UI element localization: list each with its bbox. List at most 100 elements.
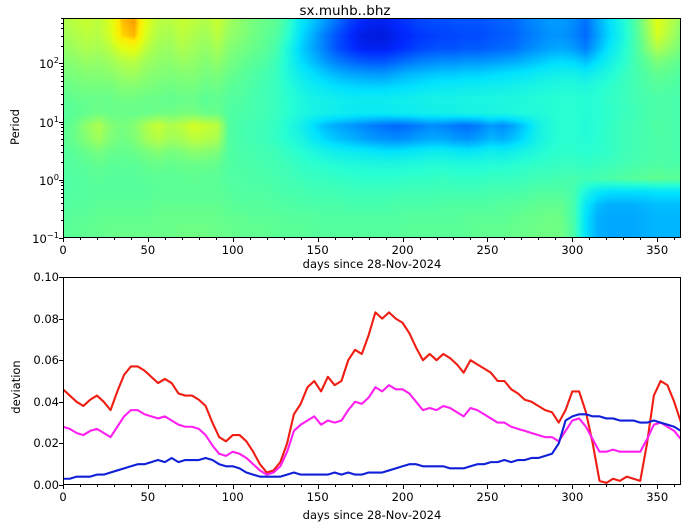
axis-tick-mark <box>60 192 63 194</box>
axis-tick-mark <box>402 238 404 242</box>
axis-tick-mark <box>60 144 63 146</box>
axis-tick-mark <box>60 151 63 153</box>
axis-tick-mark <box>351 238 353 241</box>
axis-tick-mark <box>572 485 574 489</box>
axis-tick-mark <box>60 127 63 129</box>
axis-tick-mark <box>60 220 63 222</box>
bottom-panel-xtick-label: 250 <box>476 490 499 504</box>
axis-tick-mark <box>60 93 63 95</box>
axis-tick-mark <box>60 28 63 30</box>
axis-tick-mark <box>521 485 523 488</box>
axis-tick-mark <box>181 238 183 241</box>
axis-tick-mark <box>504 485 506 488</box>
axis-tick-mark <box>60 35 63 37</box>
axis-tick-mark <box>555 485 557 488</box>
axis-tick-mark <box>198 485 200 488</box>
axis-tick-mark <box>300 238 302 241</box>
bottom-panel-xtick-label: 200 <box>391 490 414 504</box>
axis-tick-mark <box>60 134 63 136</box>
axis-tick-mark <box>606 485 608 488</box>
axis-tick-mark <box>60 182 63 184</box>
bottom-panel-xlabel: days since 28-Nov-2024 <box>302 508 442 522</box>
axis-tick-mark <box>59 277 63 278</box>
axis-tick-mark <box>63 485 64 489</box>
top-panel-xlabel: days since 28-Nov-2024 <box>302 257 442 271</box>
axis-tick-mark <box>419 238 421 241</box>
axis-tick-mark <box>164 485 166 488</box>
bottom-panel-xtick-label: 100 <box>221 490 244 504</box>
axis-tick-mark <box>215 485 217 488</box>
bottom-panel-ytick-label: 0.08 <box>33 311 59 326</box>
axis-tick-mark <box>487 485 489 489</box>
bottom-panel-ytick-label: 0.02 <box>33 436 59 451</box>
axis-tick-mark <box>657 485 659 489</box>
axis-tick-mark <box>334 238 336 241</box>
axis-tick-mark <box>232 238 234 242</box>
axis-tick-mark <box>147 485 149 489</box>
bottom-panel-xtick-label: 350 <box>646 490 669 504</box>
axis-tick-mark <box>623 238 625 241</box>
top-panel-xtick-label: 300 <box>561 243 584 257</box>
axis-tick-mark <box>181 485 183 488</box>
deviation-line-chart <box>63 311 681 484</box>
top-panel-ytick-label: 101 <box>39 113 59 130</box>
axis-tick-mark <box>606 238 608 241</box>
axis-tick-mark <box>59 63 63 65</box>
bottom-panel-xtick-label: 0 <box>59 490 67 504</box>
axis-tick-mark <box>60 188 63 190</box>
axis-tick-mark <box>232 485 234 489</box>
axis-tick-mark <box>436 238 438 241</box>
axis-tick-mark <box>60 104 63 105</box>
axis-tick-mark <box>79 485 81 488</box>
axis-tick-mark <box>60 124 63 126</box>
axis-tick-mark <box>60 45 63 47</box>
deviation-series-blue <box>63 413 681 480</box>
axis-tick-mark <box>640 238 642 241</box>
axis-tick-mark <box>60 86 63 88</box>
axis-tick-mark <box>538 238 540 241</box>
axis-tick-mark <box>674 485 676 488</box>
axis-tick-mark <box>60 68 63 70</box>
top-panel-xtick-label: 150 <box>306 243 329 257</box>
axis-tick-mark <box>300 485 302 488</box>
axis-tick-mark <box>63 238 64 242</box>
axis-tick-mark <box>59 318 63 320</box>
axis-tick-mark <box>60 22 63 24</box>
axis-tick-mark <box>419 485 421 488</box>
top-panel-ytick-label: 10−1 <box>32 230 59 246</box>
axis-tick-mark <box>60 72 63 74</box>
axis-tick-mark <box>215 238 217 241</box>
axis-tick-mark <box>60 65 63 67</box>
top-panel-xtick-label: 350 <box>646 243 669 257</box>
bottom-panel-ytick-label: 0.10 <box>33 270 59 284</box>
axis-tick-mark <box>657 238 659 242</box>
top-panel-xtick-label: 100 <box>221 243 244 257</box>
axis-tick-mark <box>368 485 370 488</box>
axis-tick-mark <box>640 485 642 488</box>
top-panel-title: sx.muhb..bhz <box>299 3 391 19</box>
axis-tick-mark <box>334 485 336 488</box>
axis-tick-mark <box>555 238 557 241</box>
deviation-series-magenta <box>63 384 681 476</box>
axis-tick-mark <box>59 238 63 239</box>
axis-tick-mark <box>674 238 676 241</box>
bottom-panel-ytick-label: 0.00 <box>33 478 59 492</box>
axis-tick-mark <box>60 130 63 132</box>
axis-tick-mark <box>368 238 370 241</box>
axis-tick-mark <box>385 485 387 488</box>
axis-tick-mark <box>59 360 63 362</box>
axis-tick-mark <box>96 485 98 488</box>
axis-tick-mark <box>60 210 63 212</box>
axis-tick-mark <box>470 238 472 241</box>
axis-tick-mark <box>60 185 63 187</box>
axis-tick-mark <box>59 179 63 181</box>
axis-tick-mark <box>266 238 268 241</box>
axis-tick-mark <box>164 238 166 241</box>
axis-tick-mark <box>487 238 489 242</box>
axis-tick-mark <box>249 485 251 488</box>
axis-tick-mark <box>317 238 319 242</box>
axis-tick-mark <box>572 238 574 242</box>
top-panel-xtick-label: 200 <box>391 243 414 257</box>
axis-tick-mark <box>351 485 353 488</box>
